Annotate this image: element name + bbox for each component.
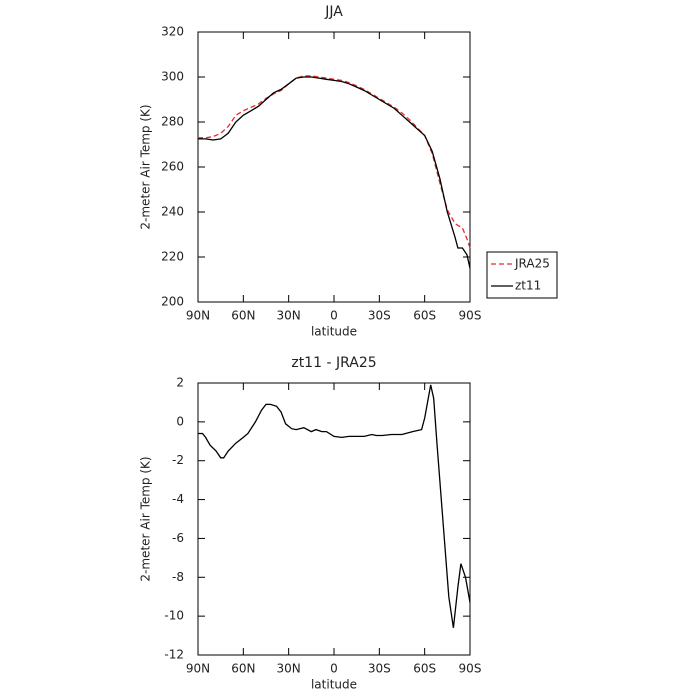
line-series — [198, 76, 471, 269]
y-tick-label: -8 — [172, 570, 184, 584]
plot-frame — [197, 382, 471, 656]
x-tick-label: 30N — [277, 662, 301, 676]
y-tick-label: -4 — [172, 492, 184, 506]
y-tick-label: -12 — [164, 648, 184, 662]
y-tick-label: 280 — [161, 115, 184, 129]
y-tick-label: 260 — [161, 160, 184, 174]
line-series — [198, 75, 471, 249]
y-tick-label: 320 — [161, 25, 184, 39]
y-axis-label: 2-meter Air Temp (K) — [139, 104, 153, 229]
y-tick-label: 2 — [176, 376, 184, 390]
chart-title: zt11 - JRA25 — [291, 355, 376, 371]
y-tick-label: -6 — [172, 531, 184, 545]
y-tick-label: 0 — [176, 414, 184, 428]
legend-box — [486, 251, 558, 299]
x-axis-label: latitude — [311, 325, 357, 339]
x-tick-label: 30N — [277, 309, 301, 323]
x-tick-label: 90N — [186, 309, 210, 323]
line-series — [198, 384, 471, 628]
x-tick-label: 90S — [459, 309, 482, 323]
x-tick-label: 0 — [330, 309, 338, 323]
x-tick-label: 30S — [368, 662, 391, 676]
y-tick-label: -10 — [164, 609, 184, 623]
y-axis-label: 2-meter Air Temp (K) — [139, 456, 153, 581]
y-tick-label: 200 — [161, 295, 184, 309]
x-tick-label: 30S — [368, 309, 391, 323]
y-tick-label: 220 — [161, 250, 184, 264]
x-tick-label: 90N — [186, 662, 210, 676]
y-tick-label: 240 — [161, 205, 184, 219]
chart-title: JJA — [324, 4, 343, 20]
x-tick-label: 0 — [330, 662, 338, 676]
legend-label: zt11 — [515, 279, 541, 293]
x-tick-label: 60S — [413, 309, 436, 323]
x-tick-label: 60N — [231, 309, 255, 323]
legend-label: JRA25 — [514, 257, 550, 271]
x-tick-label: 90S — [459, 662, 482, 676]
y-tick-label: 300 — [161, 70, 184, 84]
x-axis-label: latitude — [311, 678, 357, 692]
x-tick-label: 60S — [413, 662, 436, 676]
x-tick-label: 60N — [231, 662, 255, 676]
y-tick-label: -2 — [172, 453, 184, 467]
plot-frame — [197, 31, 471, 303]
